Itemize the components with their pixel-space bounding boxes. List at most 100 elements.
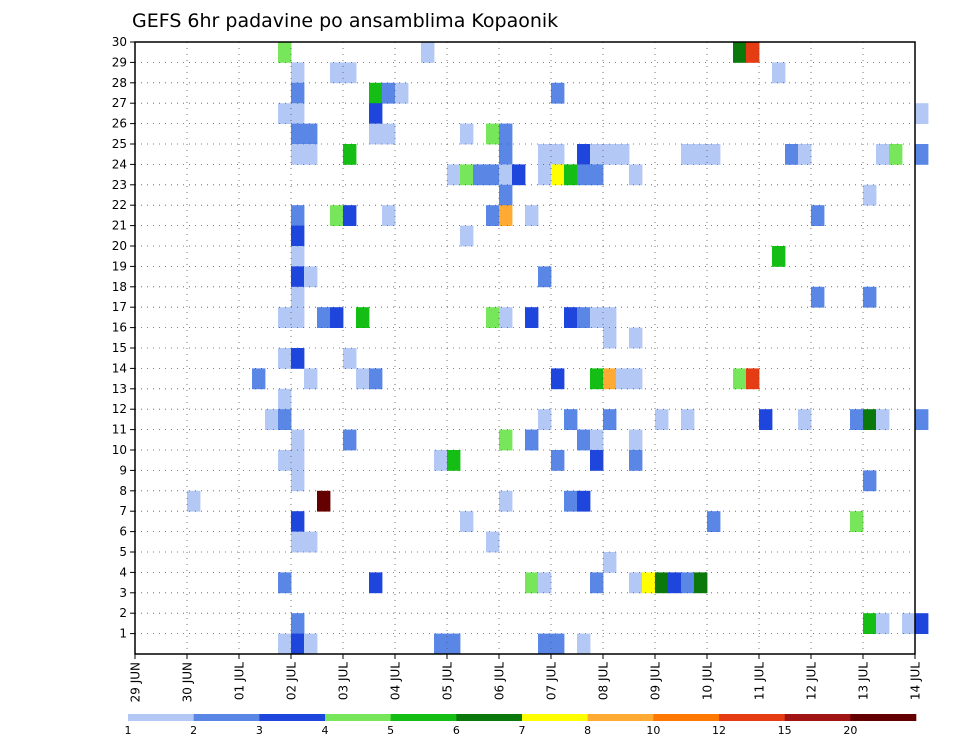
heatmap-cell — [811, 286, 825, 308]
colorbar-swatch — [193, 714, 260, 721]
colorbar-swatch — [128, 714, 194, 721]
heatmap-cell — [369, 572, 383, 594]
colorbar-label: 8 — [584, 724, 591, 737]
x-tick-label: 09 JUL — [649, 662, 663, 700]
heatmap-cell — [434, 633, 448, 655]
grid-lines — [135, 42, 915, 654]
heatmap-cell — [291, 633, 305, 655]
heatmap-cell — [330, 205, 344, 226]
x-tick-label: 29 JUN — [129, 662, 143, 702]
heatmap-cell — [538, 572, 552, 594]
heatmap-cell — [707, 511, 721, 532]
colorbar-label: 2 — [190, 724, 197, 737]
x-tick-label: 11 JUL — [753, 662, 767, 700]
x-tick-label: 07 JUL — [545, 662, 559, 700]
colorbar-label: 7 — [519, 724, 526, 737]
heatmap-cell — [291, 307, 305, 328]
heatmap-cell — [421, 42, 435, 63]
heatmap-cell — [369, 123, 383, 145]
heatmap-cell — [278, 348, 292, 369]
chart-title: GEFS 6hr padavine po ansamblima Kopaonik — [132, 10, 558, 32]
heatmap-cell — [694, 572, 708, 594]
heatmap-cell — [291, 348, 305, 369]
heatmap-cell — [525, 572, 539, 594]
heatmap-cell — [525, 205, 539, 226]
colorbar-swatch — [850, 714, 917, 721]
y-tick-label: 29 — [112, 55, 127, 69]
heatmap-cell — [798, 409, 812, 430]
y-tick-label: 7 — [119, 504, 127, 518]
colorbar-swatch — [259, 714, 326, 721]
heatmap-cell — [330, 62, 344, 84]
heatmap-cells — [187, 42, 929, 655]
heatmap-cell — [499, 205, 513, 226]
heatmap-cell — [330, 307, 344, 328]
heatmap-cell — [850, 409, 864, 430]
heatmap-cell — [863, 286, 877, 308]
heatmap-cell — [382, 82, 396, 104]
heatmap-cell — [876, 409, 890, 430]
heatmap-cell — [538, 266, 552, 288]
heatmap-cell — [785, 144, 799, 165]
colorbar-swatch — [653, 714, 720, 721]
heatmap-cell — [304, 144, 318, 165]
heatmap-cell — [278, 388, 292, 410]
heatmap-cell — [668, 572, 682, 594]
heatmap-cell — [252, 368, 266, 390]
x-tick-label: 06 JUL — [493, 662, 507, 700]
heatmap-cell — [343, 144, 357, 165]
heatmap-cell — [369, 82, 383, 104]
heatmap-cell — [629, 572, 643, 594]
heatmap-cell — [629, 368, 643, 390]
heatmap-cell — [681, 409, 695, 430]
heatmap-cell — [460, 511, 474, 532]
y-tick-label: 24 — [112, 157, 127, 171]
heatmap-cell — [291, 511, 305, 532]
heatmap-cell — [590, 450, 604, 471]
heatmap-cell — [603, 409, 617, 430]
heatmap-cell — [434, 450, 448, 471]
heatmap-cell — [577, 490, 591, 512]
heatmap-cell — [460, 123, 474, 145]
y-tick-label: 17 — [112, 300, 127, 314]
heatmap-cell — [382, 205, 396, 226]
heatmap-cell — [499, 144, 513, 165]
heatmap-cell — [603, 368, 617, 390]
heatmap-cell — [486, 164, 500, 186]
heatmap-cell — [304, 368, 318, 390]
x-axis-ticks: 29 JUN 30 JUN 01 JUL 02 JUL 03 JUL 04 JUL 05 J… — [129, 654, 923, 702]
heatmap-cell — [278, 409, 292, 430]
y-tick-label: 2 — [119, 606, 127, 620]
heatmap-cell — [486, 123, 500, 145]
heatmap-cell — [590, 164, 604, 186]
x-tick-label: 08 JUL — [597, 662, 611, 700]
colorbar-label: 10 — [646, 724, 660, 737]
heatmap-cell — [681, 572, 695, 594]
heatmap-cell — [538, 633, 552, 655]
y-tick-label: 14 — [112, 361, 127, 375]
heatmap-cell — [291, 531, 305, 553]
heatmap-cell — [499, 490, 513, 512]
heatmap-cell — [291, 103, 305, 124]
heatmap-cell — [733, 42, 747, 63]
heatmap-cell — [278, 103, 292, 124]
heatmap-cell — [291, 62, 305, 84]
x-tick-label: 13 JUL — [857, 662, 871, 700]
heatmap-cell — [343, 62, 357, 84]
heatmap-cell — [343, 429, 357, 451]
y-tick-label: 9 — [119, 463, 127, 477]
heatmap-cell — [889, 144, 903, 165]
heatmap-cell — [590, 572, 604, 594]
heatmap-cell — [616, 144, 630, 165]
heatmap-cell — [850, 511, 864, 532]
heatmap-cell — [538, 409, 552, 430]
colorbar-swatch — [719, 714, 785, 721]
heatmap-cell — [590, 429, 604, 451]
heatmap-cell — [395, 82, 409, 104]
heatmap-cell — [863, 470, 877, 492]
y-tick-label: 30 — [112, 35, 127, 49]
y-tick-label: 16 — [112, 321, 127, 335]
x-tick-label: 03 JUL — [337, 662, 351, 700]
heatmap-cell — [512, 164, 526, 186]
heatmap-cell — [499, 307, 513, 328]
